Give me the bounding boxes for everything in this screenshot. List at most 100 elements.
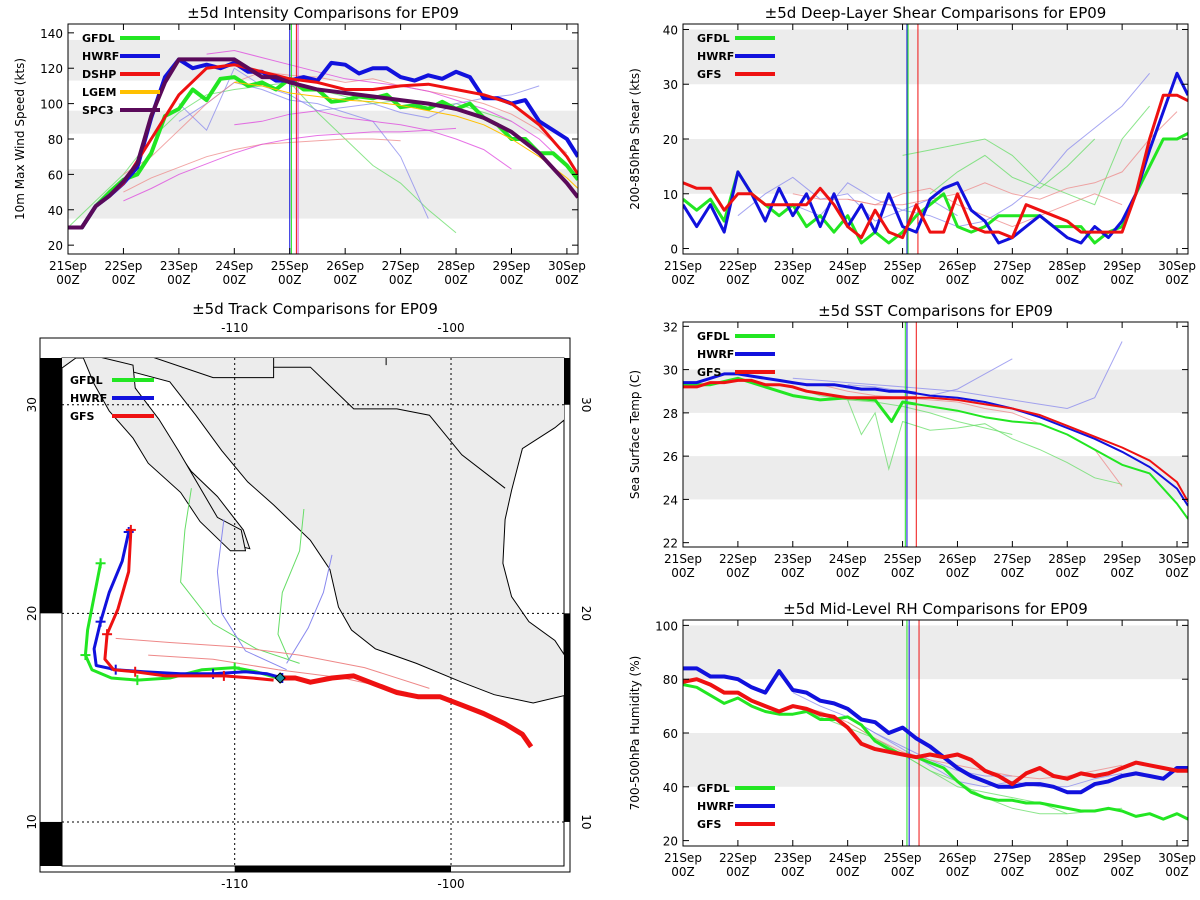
y-axis-label: Sea Surface Temp (C) (628, 370, 642, 499)
y-tick-label: 20 (663, 835, 678, 849)
ensemble-line (737, 176, 958, 222)
intensity-panel: 2040608010012014021Sep00Z22Sep00Z23Sep00… (13, 4, 586, 287)
x-tick-hour: 00Z (781, 566, 805, 580)
chart-title: ±5d Deep-Layer Shear Comparisons for EP0… (765, 4, 1107, 22)
x-tick-hour: 00Z (500, 273, 524, 287)
x-tick-hour: 00Z (671, 273, 695, 287)
series-line-hwrf (683, 71, 1188, 245)
x-tick-date: 22Sep (719, 851, 757, 865)
y-tick-label: 20 (663, 133, 678, 147)
ensemble-line (792, 705, 1123, 780)
ensemble-line (792, 341, 1123, 410)
us-mexico-border (153, 358, 506, 489)
y-tick-label: 32 (663, 320, 678, 334)
plot-frame (682, 321, 1189, 548)
x-tick-hour: 00Z (223, 273, 247, 287)
y-tick-label: 60 (663, 727, 678, 741)
y-axis-label: 700-500hPa Humidity (%) (628, 656, 642, 811)
x-tick-hour: 00Z (333, 273, 357, 287)
track-line-common (282, 673, 534, 749)
y-tick-label: 30 (663, 364, 678, 378)
x-tick-hour: 00Z (891, 865, 915, 879)
x-tick-date: 25Sep (271, 259, 309, 273)
plot-area (683, 620, 1188, 846)
x-tick-hour: 00Z (946, 865, 970, 879)
ensemble-line (847, 187, 1123, 228)
series-line-hwrf (916, 392, 1188, 507)
y-tick-label: 30 (663, 78, 678, 92)
ensemble-track (277, 508, 305, 660)
legend-label: DSHP (82, 68, 116, 81)
legend-label: HWRF (82, 50, 119, 63)
x-tick-hour: 00Z (1110, 273, 1134, 287)
y-tick-label: 100 (40, 98, 63, 112)
x-tick-hour: 00Z (726, 566, 750, 580)
x-tick-hour: 00Z (389, 273, 413, 287)
x-tick-date: 23Sep (774, 851, 812, 865)
y-tick-label: 40 (663, 23, 678, 37)
x-tick-hour: 00Z (781, 865, 805, 879)
ensemble-track (216, 519, 287, 671)
shade-band (683, 733, 1188, 787)
lat-label-left: 20 (25, 606, 39, 621)
shade-band (683, 625, 1188, 680)
ensemble-line (178, 67, 540, 132)
x-tick-hour: 00Z (1001, 865, 1025, 879)
x-tick-hour: 00Z (726, 865, 750, 879)
x-tick-date: 29Sep (1103, 259, 1141, 273)
x-tick-hour: 00Z (1055, 273, 1079, 287)
legend-label: HWRF (697, 348, 734, 361)
legend-label: GFDL (82, 32, 115, 45)
x-tick-hour: 00Z (891, 566, 915, 580)
map-border-bar (564, 613, 570, 822)
shade-band (68, 169, 578, 219)
x-tick-date: 25Sep (884, 259, 922, 273)
lat-label-right: 20 (579, 606, 593, 621)
x-tick-hour: 00Z (726, 273, 750, 287)
ensemble-track (286, 554, 333, 664)
ensemble-line (234, 110, 512, 170)
x-tick-date: 23Sep (774, 552, 812, 566)
x-tick-date: 26Sep (326, 259, 364, 273)
legend-label: GFS (697, 68, 722, 81)
y-tick-label: 0 (670, 243, 678, 257)
rh-panel: 2040608010021Sep00Z22Sep00Z23Sep00Z24Sep… (628, 600, 1196, 879)
x-tick-date: 24Sep (215, 259, 253, 273)
storm-start-marker (274, 672, 286, 684)
ensemble-track (180, 488, 300, 664)
ensemble-line (847, 399, 1123, 485)
x-tick-date: 27Sep (382, 259, 420, 273)
x-tick-hour: 00Z (891, 273, 915, 287)
ensemble-line (123, 71, 568, 175)
x-tick-date: 26Sep (939, 851, 977, 865)
x-tick-hour: 00Z (555, 273, 579, 287)
x-tick-hour: 00Z (781, 273, 805, 287)
x-tick-hour: 00Z (278, 273, 302, 287)
x-tick-hour: 00Z (1055, 865, 1079, 879)
series-line-hwrf (683, 372, 917, 395)
shade-band (68, 110, 578, 134)
ensemble-track (115, 637, 430, 689)
x-tick-date: 30Sep (1158, 851, 1196, 865)
x-tick-hour: 00Z (836, 865, 860, 879)
plot-area (68, 24, 578, 254)
legend-label: HWRF (697, 50, 734, 63)
legend-label: SPC3 (82, 104, 114, 117)
sst-panel: 22242628303221Sep00Z22Sep00Z23Sep00Z24Se… (628, 302, 1196, 580)
x-tick-hour: 00Z (671, 566, 695, 580)
lon-label-bottom: -100 (437, 877, 464, 891)
x-tick-date: 25Sep (884, 552, 922, 566)
legend-label: HWRF (697, 800, 734, 813)
series-line-lgem (234, 81, 578, 189)
series-line-gfs (683, 378, 917, 400)
x-tick-date: 22Sep (104, 259, 142, 273)
y-tick-label: 10 (663, 188, 678, 202)
x-tick-hour: 00Z (946, 273, 970, 287)
map-border-bar (40, 358, 62, 614)
chart-title: ±5d Track Comparisons for EP09 (192, 300, 438, 318)
x-tick-hour: 00Z (444, 273, 468, 287)
x-tick-hour: 00Z (836, 566, 860, 580)
x-tick-hour: 00Z (1165, 566, 1189, 580)
